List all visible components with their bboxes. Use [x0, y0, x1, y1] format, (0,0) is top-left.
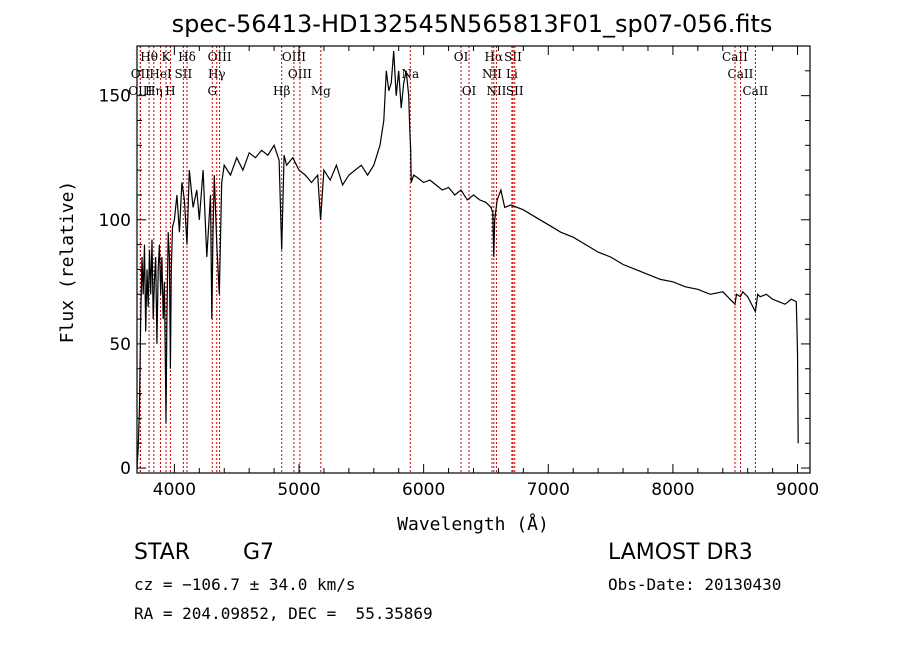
spectral-line-label: Hη: [145, 84, 163, 98]
y-axis-label: Flux (relative): [57, 181, 78, 344]
y-tick-label: 150: [99, 87, 131, 107]
coordinates: RA = 204.09852, DEC = 55.35869: [134, 604, 433, 623]
x-axis-label: Wavelength (Å): [397, 513, 549, 535]
redshift-velocity: cz = −106.7 ± 34.0 km/s: [134, 575, 356, 594]
plot-frame: [136, 45, 811, 474]
spectral-line-label: OIII: [288, 67, 312, 81]
spectral-line-label: CaII: [728, 67, 754, 81]
spectral-line-label: G: [207, 84, 217, 98]
spectral-line-label: Hγ: [208, 67, 226, 81]
spectral-line-label: OIII: [128, 84, 152, 98]
observation-date: Obs-Date: 20130430: [608, 575, 782, 594]
survey-name: LAMOST DR3: [608, 540, 753, 565]
y-tick-label: 100: [99, 211, 131, 231]
spectral-line-label: OI: [462, 84, 477, 98]
x-tick-label: 7000: [527, 480, 570, 500]
object-subclass: G7: [243, 540, 275, 565]
spectral-line-label: NII: [482, 67, 502, 81]
chart-title: spec-56413-HD132545N565813F01_sp07-056.f…: [172, 10, 773, 38]
spectral-line-label: Hβ: [273, 84, 290, 98]
object-class: STAR: [134, 540, 191, 565]
spectral-line-label: OIII: [282, 50, 306, 64]
x-tick-label: 6000: [402, 480, 445, 500]
spectral-line-label: H: [165, 84, 175, 98]
x-tick-label: 9000: [776, 480, 819, 500]
spectral-line-label: SII: [506, 84, 524, 98]
spectral-line-label: OIII: [208, 50, 232, 64]
spectrum-series-line: [136, 50, 799, 469]
y-tick-label: 0: [120, 459, 131, 479]
axis-ticks: 4000 5000 6000 7000 8000 9000 0 50 100 150: [99, 46, 819, 500]
x-tick-label: 4000: [153, 480, 196, 500]
spectral-line-label: CaII: [742, 84, 768, 98]
spectral-line-label: HeI: [149, 67, 172, 81]
spectral-line-label: NII: [486, 84, 506, 98]
x-tick-label: 8000: [651, 480, 694, 500]
spectral-line-label: OI: [454, 50, 469, 64]
spectral-line-label: CaII: [722, 50, 748, 64]
spectral-line-label: SII: [175, 67, 193, 81]
spectral-line-label: Hα: [485, 50, 504, 64]
spectral-line-label: Li: [506, 67, 518, 81]
x-tick-label: 5000: [277, 480, 320, 500]
spectral-line-label: Hθ: [140, 50, 158, 64]
spectral-line-label: SII: [504, 50, 522, 64]
y-tick-label: 50: [109, 335, 131, 355]
spectral-line-label: Na: [401, 67, 419, 81]
spectral-line-label: Mg: [311, 84, 331, 98]
spectral-line-label: Hδ: [178, 50, 196, 64]
spectral-line-label: K: [162, 50, 172, 64]
